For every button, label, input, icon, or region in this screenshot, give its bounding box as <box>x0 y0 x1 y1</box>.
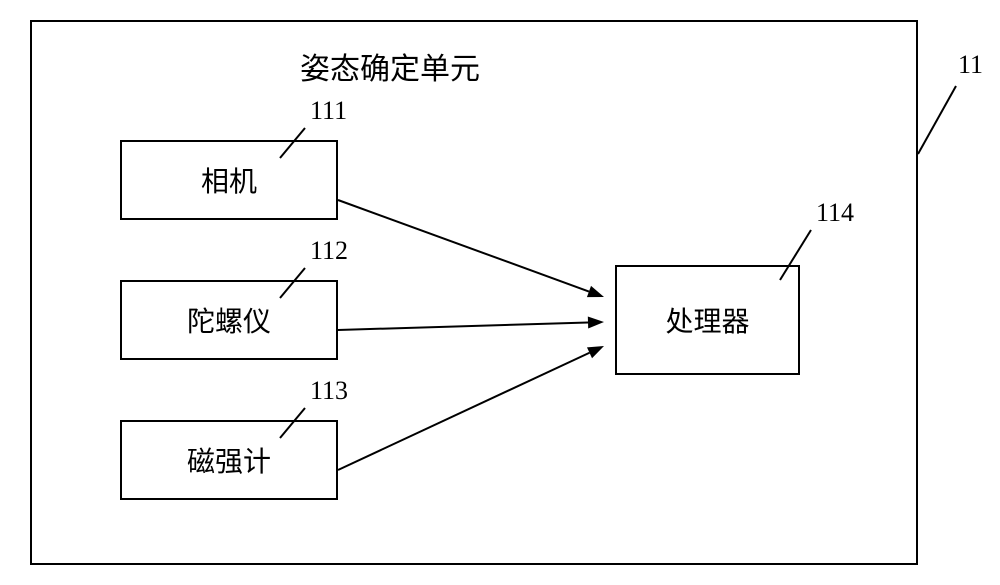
node-magnetometer: 磁强计 <box>120 420 338 500</box>
node-gyroscope-label: 陀螺仪 <box>187 300 271 340</box>
node-magnetometer-label: 磁强计 <box>187 440 271 480</box>
node-camera: 相机 <box>120 140 338 220</box>
ref-label-outer: 11 <box>958 50 983 80</box>
ref-label-gyroscope: 112 <box>310 236 348 266</box>
node-camera-label: 相机 <box>201 160 257 200</box>
diagram-canvas: 姿态确定单元 相机 陀螺仪 磁强计 处理器 11 111 112 113 114 <box>0 0 1000 585</box>
ref-label-magnetometer: 113 <box>310 376 348 406</box>
node-processor-label: 处理器 <box>665 300 749 340</box>
unit-title: 姿态确定单元 <box>300 44 480 88</box>
ref-label-processor: 114 <box>816 198 854 228</box>
node-gyroscope: 陀螺仪 <box>120 280 338 360</box>
node-processor: 处理器 <box>615 265 800 375</box>
ref-label-camera: 111 <box>310 96 347 126</box>
